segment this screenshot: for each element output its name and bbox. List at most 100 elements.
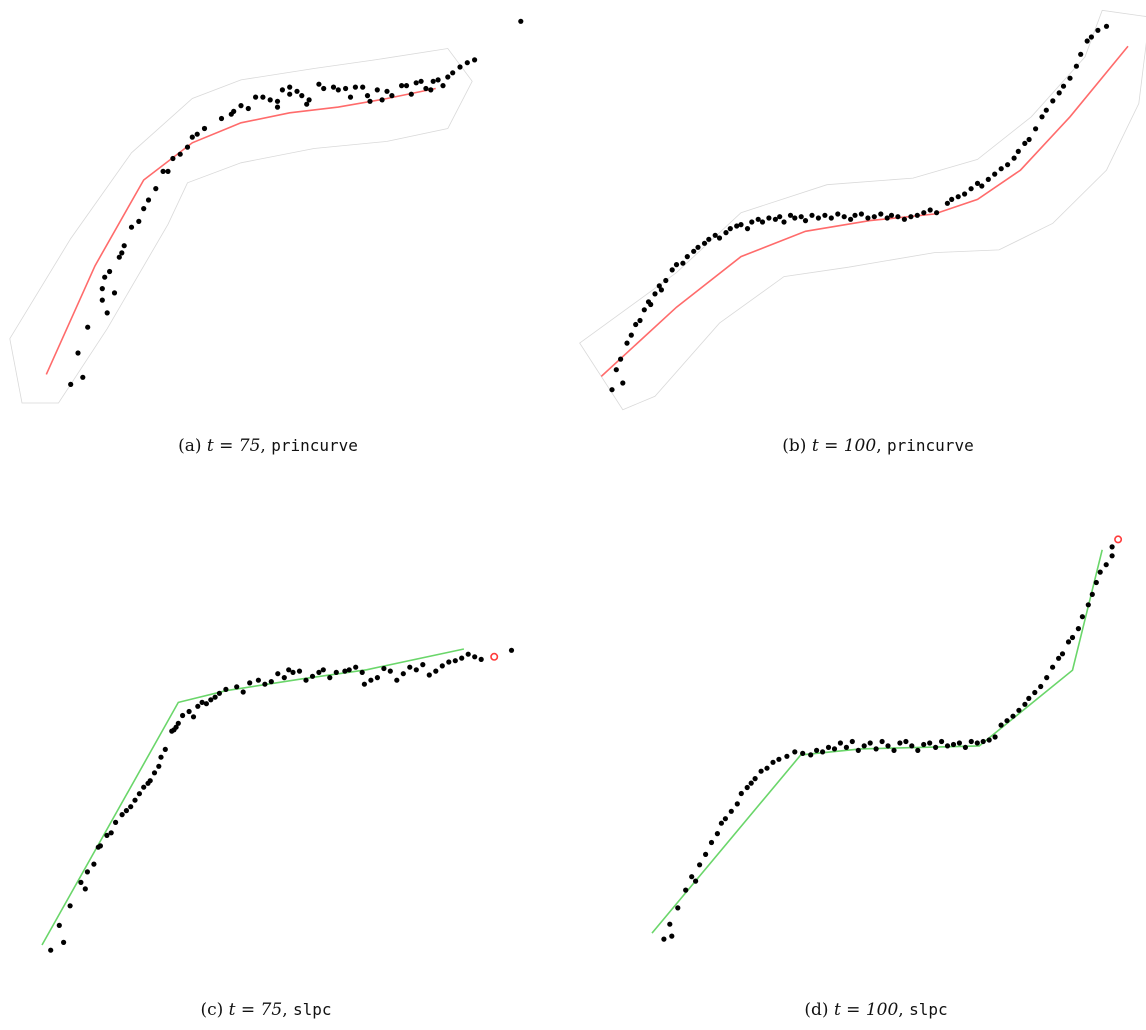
data-point <box>379 97 385 103</box>
data-point <box>1022 140 1028 146</box>
data-point <box>303 677 309 683</box>
data-point <box>85 324 91 330</box>
data-point <box>1032 689 1038 696</box>
data-point <box>240 689 246 695</box>
data-point <box>944 200 950 206</box>
data-point <box>141 784 147 790</box>
data-point <box>802 218 809 224</box>
data-point <box>165 168 171 174</box>
fitted-curve <box>41 648 465 946</box>
data-point <box>921 741 927 748</box>
panel-b <box>579 5 1146 415</box>
data-point <box>675 905 681 911</box>
data-point <box>891 747 897 753</box>
data-point <box>452 658 458 664</box>
data-point <box>108 830 114 836</box>
outlier-marker <box>1114 535 1123 544</box>
data-point <box>927 207 933 213</box>
data-point <box>128 804 134 810</box>
data-point <box>691 248 697 254</box>
data-point <box>728 808 734 814</box>
data-point <box>667 921 673 927</box>
data-point <box>359 669 365 675</box>
data-point <box>955 194 961 200</box>
data-point <box>1084 38 1090 44</box>
data-point <box>712 232 718 238</box>
data-point <box>624 340 630 346</box>
data-point <box>160 168 166 174</box>
data-point <box>286 667 292 673</box>
data-point <box>815 215 821 221</box>
data-point <box>48 947 54 953</box>
data-point <box>689 874 695 880</box>
data-point <box>933 744 939 750</box>
data-point <box>116 254 122 260</box>
data-point <box>343 85 349 92</box>
data-point <box>1103 23 1110 29</box>
data-point <box>784 753 790 759</box>
data-point <box>478 656 484 662</box>
data-point <box>903 738 909 745</box>
data-point <box>335 87 341 93</box>
data-point <box>316 669 322 675</box>
data-point <box>316 81 322 87</box>
data-point <box>1103 562 1109 568</box>
data-point <box>418 78 424 84</box>
data-point <box>426 672 432 678</box>
data-point <box>472 654 478 660</box>
data-point <box>1067 75 1073 81</box>
data-point <box>901 216 907 222</box>
data-point <box>618 356 624 362</box>
data-point <box>1093 579 1099 586</box>
data-point <box>1097 569 1103 575</box>
data-point <box>714 831 720 837</box>
data-point <box>693 878 699 884</box>
data-point <box>1044 675 1050 681</box>
data-point <box>908 214 914 220</box>
data-point <box>153 186 159 192</box>
data-point <box>212 694 218 700</box>
data-point <box>1056 90 1062 96</box>
data-point <box>748 780 754 786</box>
data-point <box>998 166 1004 172</box>
data-point <box>199 699 205 705</box>
data-point <box>800 750 806 756</box>
caption-d-method: slpc <box>909 1000 948 1019</box>
data-point <box>381 665 387 672</box>
data-point <box>1022 701 1028 707</box>
data-point <box>772 216 778 222</box>
data-point <box>752 776 758 782</box>
data-point <box>1043 107 1049 113</box>
data-point <box>180 712 186 719</box>
data-point <box>878 211 884 217</box>
data-point <box>1065 639 1072 645</box>
data-point <box>1060 83 1067 89</box>
data-point <box>968 738 974 745</box>
data-point <box>189 134 195 140</box>
data-point <box>648 301 654 308</box>
data-point <box>216 690 222 696</box>
data-point <box>934 210 940 216</box>
data-point <box>91 861 97 867</box>
data-point <box>861 743 867 749</box>
data-point <box>949 196 955 202</box>
data-point <box>360 84 366 90</box>
fitted-curve <box>600 45 1129 377</box>
data-point <box>770 759 776 765</box>
data-point <box>1109 553 1115 559</box>
data-point <box>128 224 135 230</box>
data-point <box>80 374 86 380</box>
data-point <box>867 740 873 746</box>
data-point <box>255 677 261 683</box>
data-point <box>201 125 208 132</box>
data-point <box>809 212 815 218</box>
data-point <box>61 939 67 945</box>
data-point <box>184 144 191 150</box>
caption-c-method: slpc <box>293 1000 332 1019</box>
data-point <box>820 749 826 755</box>
data-point <box>111 290 118 296</box>
data-point <box>1109 544 1115 550</box>
data-point <box>84 869 90 875</box>
panel-a <box>9 5 545 415</box>
data-point <box>895 214 901 220</box>
